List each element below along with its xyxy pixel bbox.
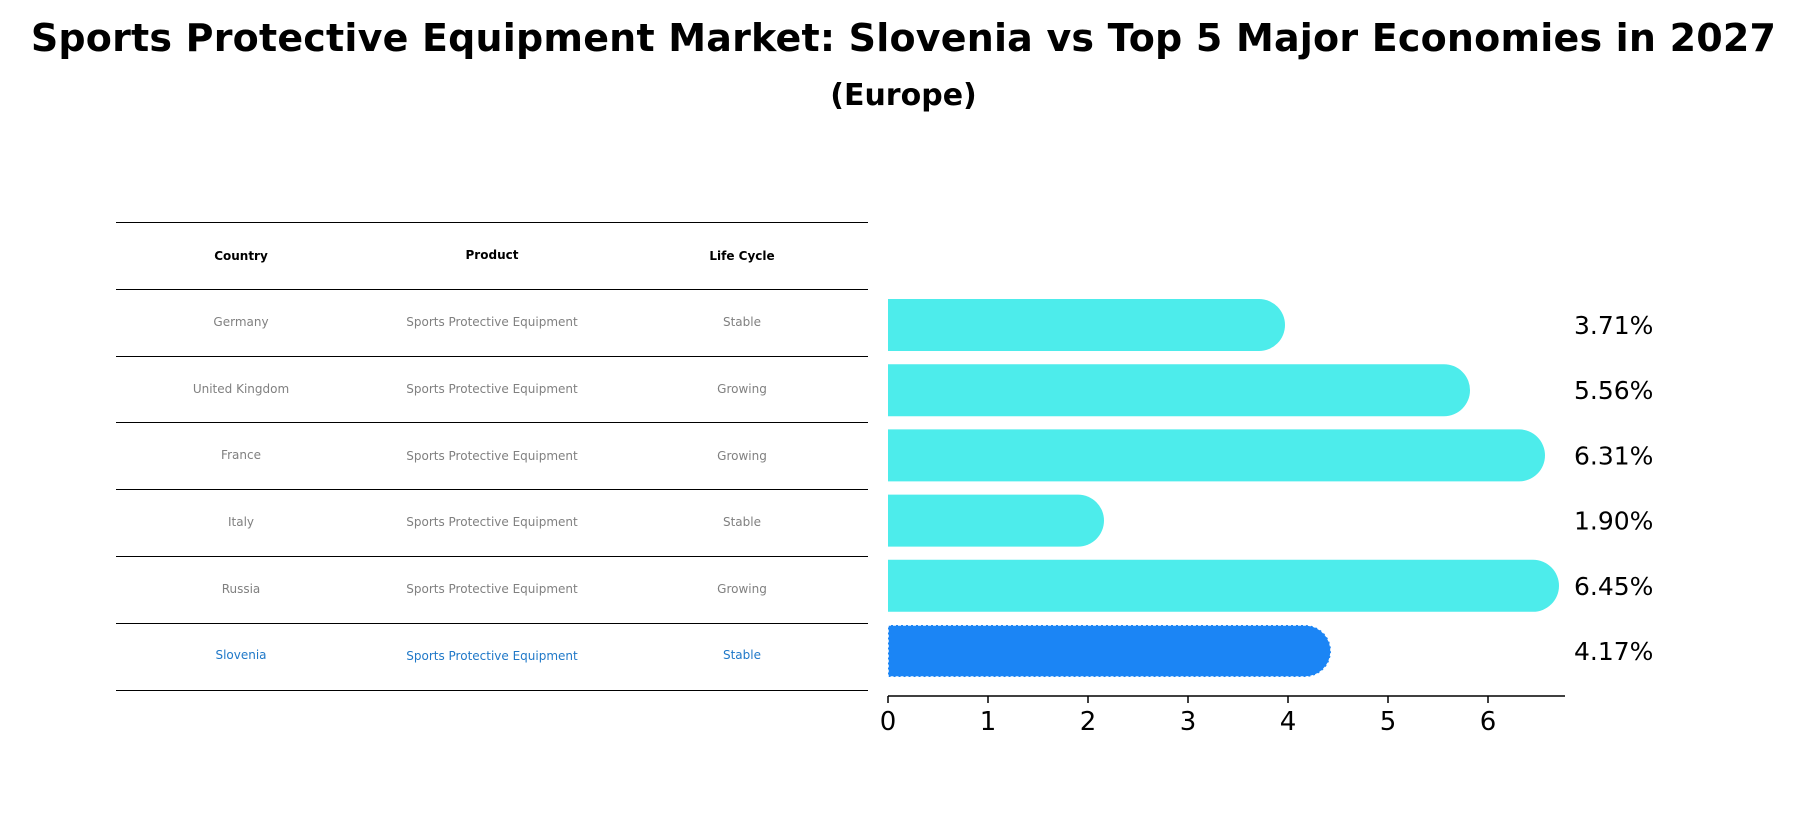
x-tick-label: 5 [1380,707,1397,737]
bar [888,364,1470,417]
x-tick-label: 4 [1280,707,1297,737]
table-header-country: Country [214,249,268,263]
table-cell-country: United Kingdom [192,382,290,396]
table-rule [116,356,868,357]
table-cell-product: Sports Protective Equipment [406,315,578,329]
bar-value-label: 1.90% [1574,507,1653,536]
table-cell-life-cycle: Growing [717,449,767,463]
bar-value-label: 4.17% [1574,637,1653,666]
bar-highlight [887,624,1332,678]
x-tick-label: 3 [1180,707,1197,737]
table-header-product: Product [465,248,519,262]
chart-subtitle: (Europe) [830,78,977,113]
table-cell-country: Italy [227,515,255,529]
bar [888,494,1104,547]
x-tick-label: 6 [1480,707,1497,737]
bar [888,429,1546,482]
table-rule [116,690,868,691]
table-rule [116,289,868,290]
x-tick-label: 0 [880,707,897,737]
bar-value-label: 3.71% [1574,311,1653,340]
table-header-life-cycle: Life Cycle [709,249,775,263]
x-tick-label: 1 [980,707,997,737]
bar-value-label: 6.31% [1574,441,1653,470]
table-rule [116,422,868,423]
table-cell-country: Germany [213,315,269,329]
x-tick-label: 2 [1080,707,1097,737]
table-rule [116,222,868,223]
table-cell-country: Russia [221,582,261,596]
table-cell-product: Sports Protective Equipment [406,582,578,596]
table-rule [116,623,868,624]
chart-title: Sports Protective Equipment Market: Slov… [30,16,1777,60]
table-cell-country: France [221,448,261,462]
table-cell-product-highlight: Sports Protective Equipment [406,649,578,663]
bar-value-label: 5.56% [1574,376,1653,405]
table-cell-life-cycle: Growing [717,582,767,596]
table-cell-product: Sports Protective Equipment [406,515,578,529]
bar-value-label: 6.45% [1574,572,1653,601]
table-cell-life-cycle: Growing [717,382,767,396]
table-cell-life-cycle-highlight: Stable [722,648,761,662]
bar [888,559,1559,612]
table-rule [116,489,868,490]
table-cell-product: Sports Protective Equipment [406,449,578,463]
table-cell-country-highlight: Slovenia [215,648,267,662]
table-cell-product: Sports Protective Equipment [406,382,578,396]
table-cell-life-cycle: Stable [722,315,761,329]
bar [888,299,1285,351]
table-cell-life-cycle: Stable [722,515,761,529]
table-rule [116,556,868,557]
